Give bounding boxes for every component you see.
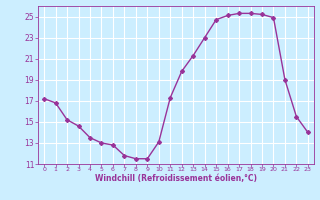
- X-axis label: Windchill (Refroidissement éolien,°C): Windchill (Refroidissement éolien,°C): [95, 174, 257, 183]
